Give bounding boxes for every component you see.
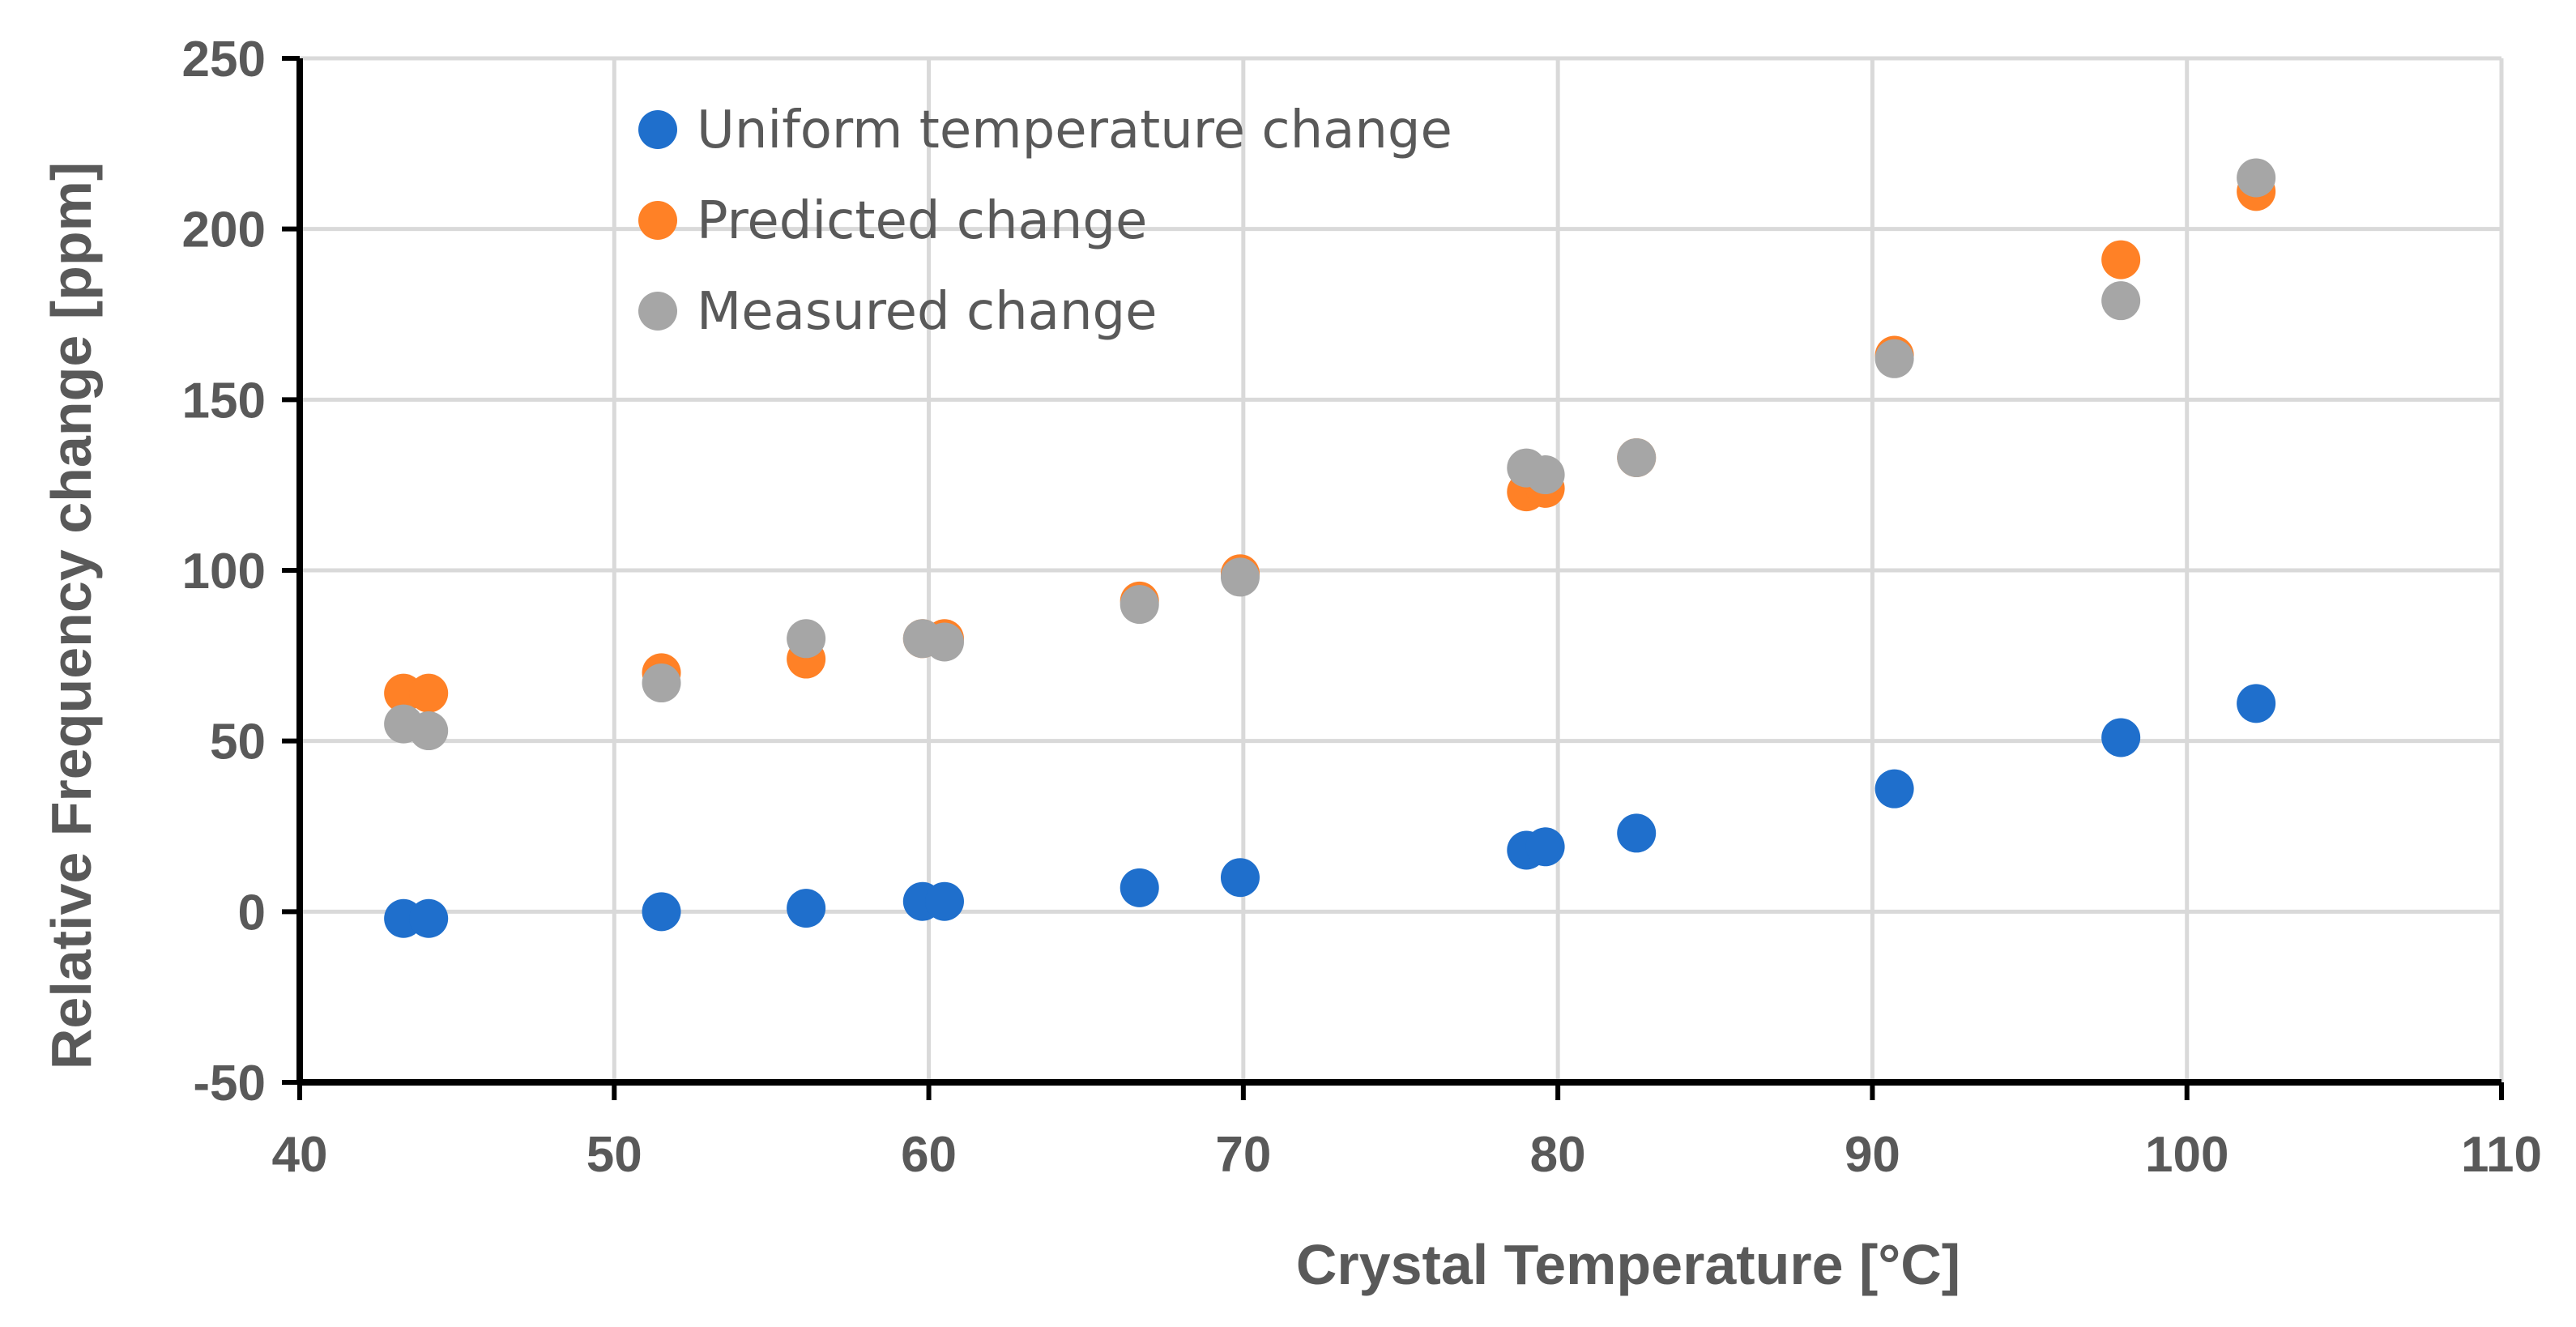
data-point xyxy=(409,898,449,938)
x-axis-title: Crystal Temperature [°C] xyxy=(1296,1233,1960,1296)
data-point xyxy=(1120,868,1159,907)
legend-entry-2: Predicted change xyxy=(638,191,1147,251)
x-tick-labels: 40 50 60 70 80 90 100 110 xyxy=(272,1127,2543,1183)
legend-entry-3: Measured change xyxy=(638,282,1158,342)
y-tick-labels: -50 0 50 100 150 200 250 xyxy=(182,32,266,1112)
grid xyxy=(300,56,2504,1082)
x-tick-label: 80 xyxy=(1530,1127,1586,1183)
data-point xyxy=(1617,437,1657,477)
data-point xyxy=(1525,455,1565,495)
legend-entry-1: Uniform temperature change xyxy=(638,100,1452,160)
y-tick-label: 250 xyxy=(182,32,266,87)
x-tick-label: 40 xyxy=(272,1127,328,1183)
y-axis-title: Relative Frequency change [ppm] xyxy=(40,162,103,1069)
x-tick-label: 70 xyxy=(1215,1127,1271,1183)
y-tick-label: 0 xyxy=(238,885,266,941)
data-point xyxy=(409,673,449,713)
series-2 xyxy=(384,172,2276,713)
data-point xyxy=(2101,718,2141,757)
data-point xyxy=(1220,557,1260,597)
x-tick-label: 60 xyxy=(901,1127,957,1183)
y-tick-label: 50 xyxy=(210,715,266,770)
x-tick-label: 110 xyxy=(2461,1127,2542,1183)
legend-marker xyxy=(638,110,677,149)
data-points xyxy=(384,158,2276,938)
y-tick-label: 200 xyxy=(182,203,266,258)
legend: Uniform temperature change Predicted chan… xyxy=(638,100,1452,342)
legend-label: Uniform temperature change xyxy=(697,100,1452,160)
legend-marker xyxy=(638,201,677,240)
data-point xyxy=(2237,684,2276,723)
data-point xyxy=(1874,769,1914,809)
axes xyxy=(282,56,2504,1100)
data-point xyxy=(2101,281,2141,321)
data-point xyxy=(1525,827,1565,867)
data-point xyxy=(2237,158,2276,198)
data-point xyxy=(409,711,449,751)
data-point xyxy=(1617,813,1657,853)
y-tick-label: -50 xyxy=(193,1056,266,1112)
data-point xyxy=(787,889,826,928)
data-point xyxy=(2101,240,2141,279)
series-3 xyxy=(384,158,2276,751)
series-1 xyxy=(384,684,2276,938)
data-point xyxy=(1220,858,1260,898)
x-tick-label: 50 xyxy=(586,1127,642,1183)
data-point xyxy=(1874,339,1914,378)
y-tick-label: 150 xyxy=(182,373,266,429)
data-point xyxy=(924,881,964,921)
data-point xyxy=(642,892,681,932)
data-point xyxy=(787,619,826,659)
data-point xyxy=(1120,585,1159,625)
legend-label: Predicted change xyxy=(697,191,1147,251)
data-point xyxy=(924,622,964,662)
y-tick-label: 100 xyxy=(182,544,266,599)
legend-label: Measured change xyxy=(697,282,1158,342)
legend-marker xyxy=(638,292,677,331)
x-tick-label: 100 xyxy=(2145,1127,2228,1183)
x-tick-label: 90 xyxy=(1845,1127,1900,1183)
data-point xyxy=(642,664,681,703)
